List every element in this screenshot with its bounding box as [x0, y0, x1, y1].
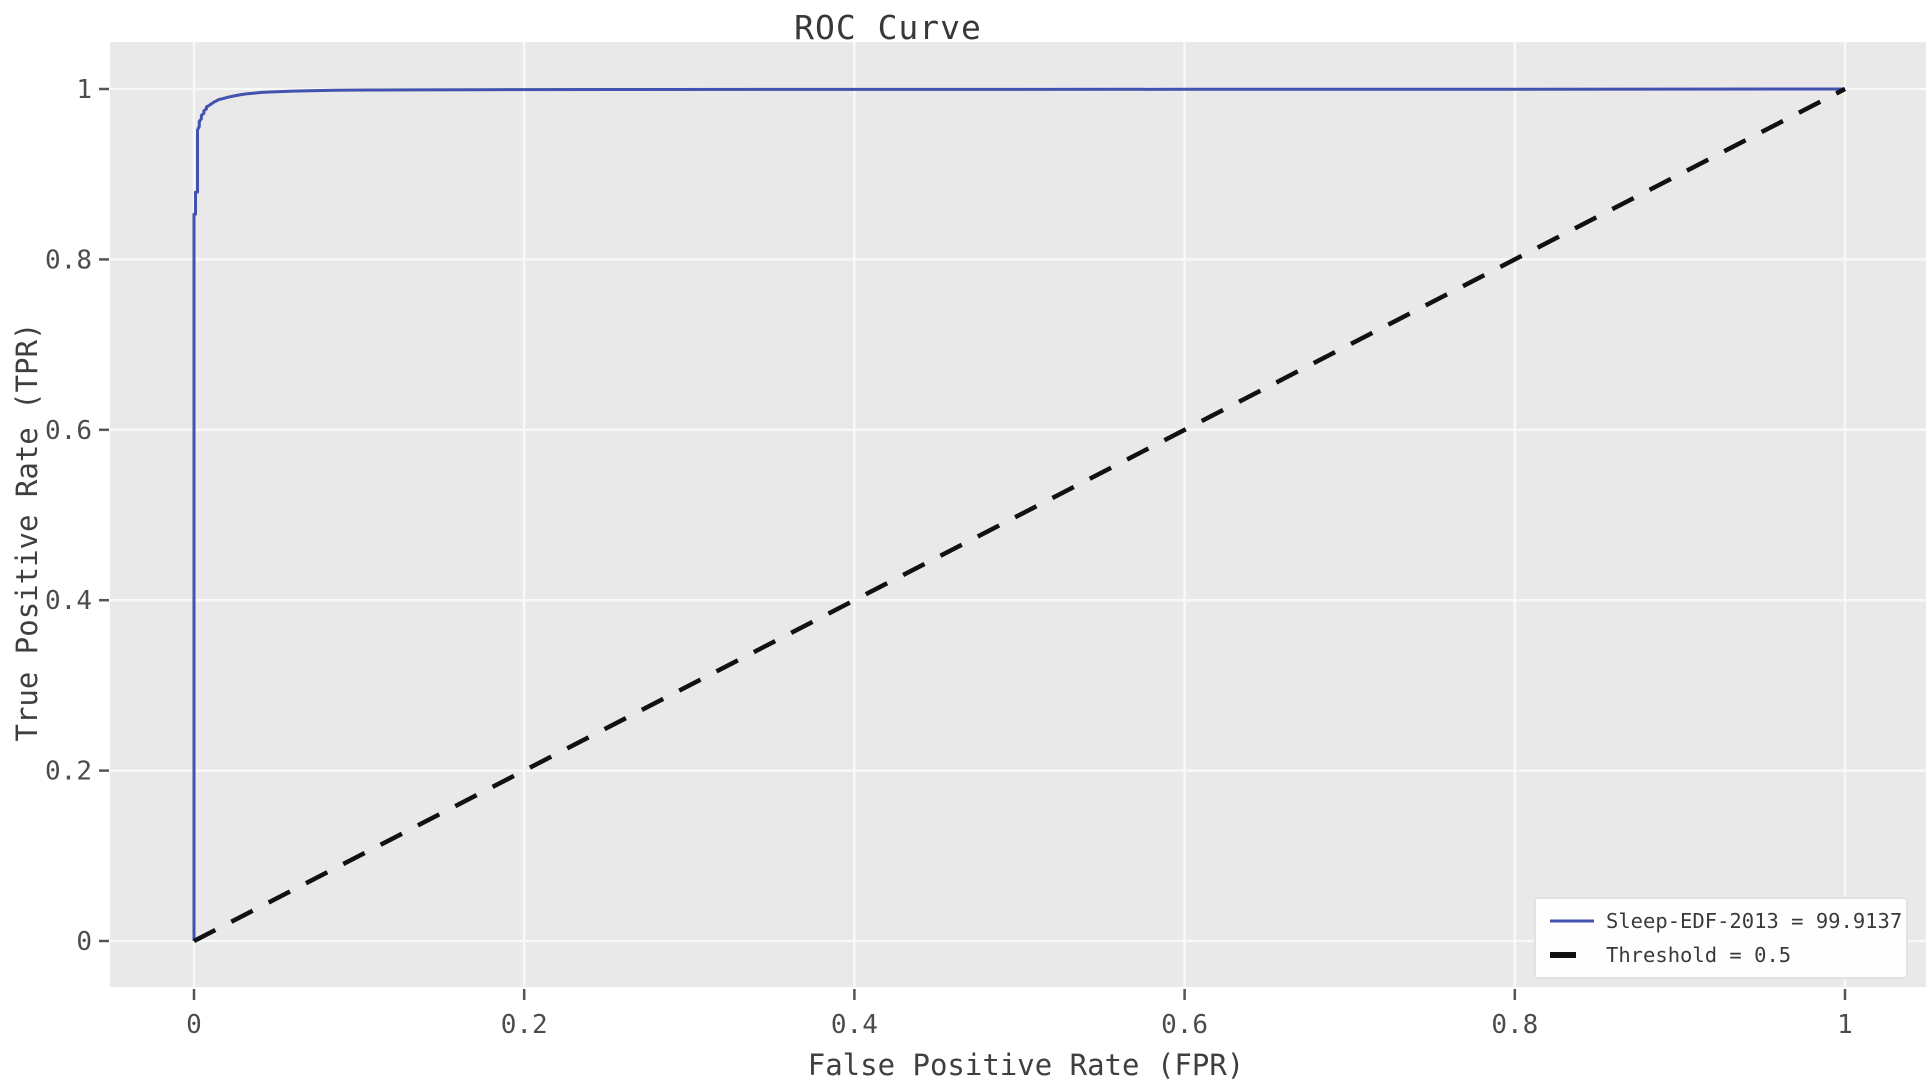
x-tick-label: 0 — [186, 1010, 202, 1040]
legend-item-threshold: Threshold = 0.5 — [1548, 943, 1902, 967]
x-tick-label: 0.2 — [501, 1010, 548, 1040]
legend-label-roc: Sleep-EDF-2013 = 99.9137 — [1606, 909, 1903, 933]
legend-label-threshold: Threshold = 0.5 — [1606, 943, 1792, 967]
chart-title: ROC Curve — [794, 8, 982, 47]
y-tick-label: 0.4 — [45, 586, 92, 616]
legend-item-roc: Sleep-EDF-2013 = 99.9137 — [1548, 909, 1902, 933]
legend-line-swatch-roc — [1550, 919, 1594, 923]
y-tick-label: 1 — [76, 75, 92, 105]
y-tick-label: 0.2 — [45, 757, 92, 787]
x-tick-label: 0.8 — [1491, 1010, 1538, 1040]
legend: Sleep-EDF-2013 = 99.9137 Threshold = 0.5 — [1534, 897, 1908, 979]
y-tick-label: 0.8 — [45, 245, 92, 275]
legend-line-swatch-threshold — [1550, 952, 1594, 958]
x-axis-label: False Positive Rate (FPR) — [807, 1048, 1245, 1082]
y-axis-label: True Positive Rate (TPR) — [10, 322, 44, 742]
y-tick-label: 0.6 — [45, 416, 92, 446]
x-tick-label: 1 — [1837, 1010, 1853, 1040]
threshold-diagonal-line — [192, 87, 1847, 943]
roc-curve-line — [192, 87, 1846, 941]
x-tick-label: 0.4 — [831, 1010, 878, 1040]
y-tick-label: 0 — [76, 927, 92, 957]
x-tick-label: 0.6 — [1161, 1010, 1208, 1040]
